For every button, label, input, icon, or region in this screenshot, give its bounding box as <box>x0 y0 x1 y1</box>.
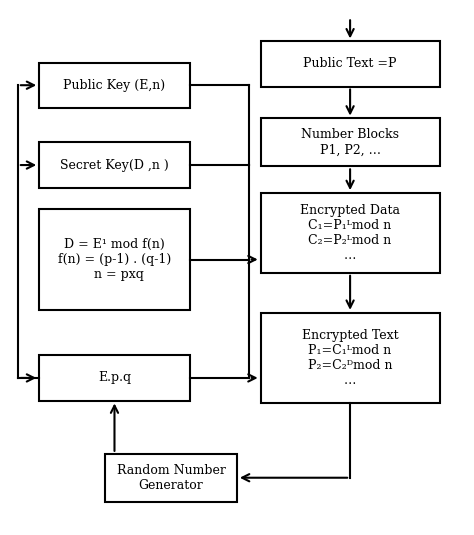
Text: Secret Key(D ,n ): Secret Key(D ,n ) <box>60 158 169 172</box>
FancyBboxPatch shape <box>105 454 237 502</box>
Text: Public Key (E,n): Public Key (E,n) <box>64 79 165 91</box>
FancyBboxPatch shape <box>261 41 439 87</box>
FancyBboxPatch shape <box>39 355 190 401</box>
FancyBboxPatch shape <box>261 193 439 273</box>
Text: Encrypted Data
C₁=P₁ᴸmod n
C₂=P₂ᴸmod n
…: Encrypted Data C₁=P₁ᴸmod n C₂=P₂ᴸmod n … <box>300 204 400 262</box>
Text: Random Number
Generator: Random Number Generator <box>117 464 226 492</box>
FancyBboxPatch shape <box>39 142 190 188</box>
Text: D = E¹ mod f(n)
f(n) = (p-1) . (q-1)
  n = pxq: D = E¹ mod f(n) f(n) = (p-1) . (q-1) n =… <box>58 238 171 281</box>
FancyBboxPatch shape <box>261 313 439 403</box>
FancyBboxPatch shape <box>261 118 439 166</box>
FancyBboxPatch shape <box>39 209 190 310</box>
FancyBboxPatch shape <box>39 63 190 108</box>
Text: Public Text =P: Public Text =P <box>303 57 397 71</box>
Text: Number Blocks
P1, P2, …: Number Blocks P1, P2, … <box>301 128 399 156</box>
Text: E.p.q: E.p.q <box>98 371 131 385</box>
Text: Encrypted Text
P₁=C₁ᴸmod n
P₂=C₂ᴰmod n
…: Encrypted Text P₁=C₁ᴸmod n P₂=C₂ᴰmod n … <box>302 329 399 387</box>
